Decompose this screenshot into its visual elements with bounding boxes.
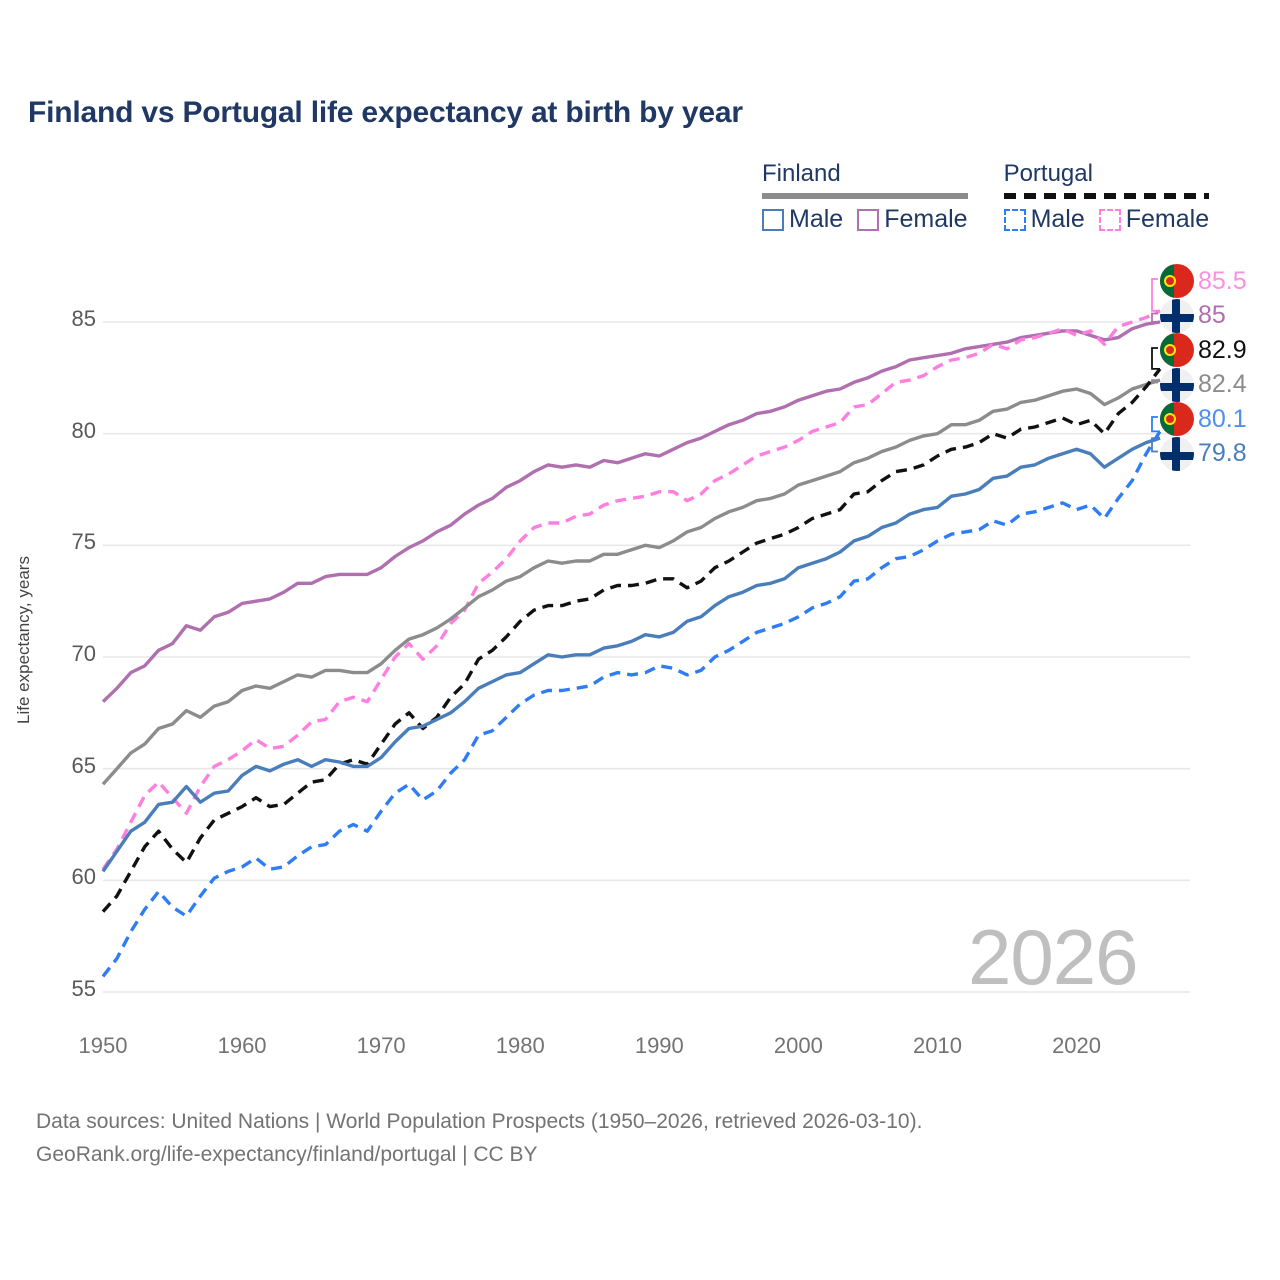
legend-rule-finland <box>762 193 968 199</box>
series-line-finland-male <box>101 436 1161 873</box>
legend-label-finland-female: Female <box>884 205 968 233</box>
x-tick-1960: 1960 <box>217 1033 267 1058</box>
end-label-connector <box>1151 278 1160 312</box>
legend-item-portugal-female[interactable]: Female <box>1098 205 1210 234</box>
legend-swatch-finland-female <box>857 208 880 231</box>
end-label-connector <box>1151 416 1160 433</box>
series-line-portugal-female <box>101 309 1161 871</box>
x-tick-1950: 1950 <box>78 1033 128 1058</box>
legend-swatch-portugal-female <box>1098 208 1121 231</box>
year-watermark: 2026 <box>968 913 1139 1001</box>
x-tick-1970: 1970 <box>356 1033 406 1058</box>
legend-swatch-finland-male <box>762 208 784 231</box>
end-label-connector <box>1151 347 1160 370</box>
end-label-row-fi-5: 79.8 <box>1160 435 1247 473</box>
y-tick-85: 85 <box>71 306 96 331</box>
end-label-value: 85.5 <box>1198 266 1247 295</box>
series-line-portugal-male <box>101 430 1162 978</box>
x-tick-2020: 2020 <box>1052 1033 1102 1058</box>
end-label-connector <box>1151 312 1160 323</box>
page-title: Finland vs Portugal life expectancy at b… <box>28 96 743 129</box>
portugal-flag-icon <box>1160 333 1194 367</box>
finland-flag-icon <box>1160 367 1194 402</box>
y-tick-65: 65 <box>71 752 96 778</box>
series-line-portugal-total <box>101 367 1162 913</box>
legend-country-finland: Finland <box>762 160 841 187</box>
legend-item-finland-female[interactable]: Female <box>857 205 968 234</box>
y-tick-75: 75 <box>71 529 96 555</box>
end-label-value: 85 <box>1198 301 1226 329</box>
legend-group-finland: Finland Male Female <box>762 160 968 234</box>
legend-label-finland-male: Male <box>789 205 844 233</box>
y-tick-80: 80 <box>71 417 96 443</box>
end-label-value: 79.8 <box>1198 439 1247 467</box>
legend-swatch-portugal-male <box>1003 208 1026 231</box>
chart-endlabel-connectors <box>1151 278 1160 453</box>
end-label-connector <box>1151 379 1160 384</box>
x-tick-2010: 2010 <box>912 1033 962 1058</box>
portugal-flag-icon <box>1160 402 1194 436</box>
end-label-value: 82.9 <box>1198 335 1247 364</box>
chart-series-layer <box>101 309 1162 978</box>
finland-flag-icon <box>1160 436 1194 471</box>
end-label-row-pt-2: 82.9 <box>1160 331 1247 369</box>
chart-legend: Finland Male Female Portugal Male <box>762 160 1210 234</box>
y-tick-70: 70 <box>71 641 96 666</box>
series-line-finland-female <box>101 320 1161 703</box>
footer-line-1: Data sources: United Nations | World Pop… <box>36 1110 923 1133</box>
legend-label-portugal-female: Female <box>1125 205 1210 233</box>
end-label-row-fi-3: 82.4 <box>1160 366 1247 404</box>
end-label-connector <box>1151 437 1160 453</box>
end-label-value: 82.4 <box>1198 370 1247 398</box>
end-label-row-pt-0: 85.5 <box>1160 262 1247 300</box>
legend-group-portugal: Portugal Male Female <box>1003 160 1210 234</box>
footer-line-2: GeoRank.org/life-expectancy/finland/port… <box>36 1142 538 1166</box>
portugal-flag-icon <box>1160 264 1194 298</box>
finland-flag-icon <box>1160 298 1194 333</box>
x-tick-1980: 1980 <box>495 1033 545 1058</box>
chart-gridlines <box>103 321 1190 993</box>
series-line-finland-total <box>101 378 1161 786</box>
footer-credits: Data sources: United Nations | World Pop… <box>36 1106 922 1171</box>
legend-label-portugal-male: Male <box>1030 205 1085 233</box>
legend-item-finland-male[interactable]: Male <box>762 205 843 234</box>
y-tick-55: 55 <box>71 976 96 1001</box>
x-tick-2000: 2000 <box>773 1033 823 1058</box>
end-label-value: 80.1 <box>1198 404 1247 433</box>
end-label-row-pt-4: 80.1 <box>1160 400 1247 438</box>
legend-rule-portugal <box>1003 193 1210 199</box>
x-tick-1990: 1990 <box>634 1033 684 1058</box>
end-label-row-fi-1: 85 <box>1160 297 1226 335</box>
y-tick-60: 60 <box>71 864 96 890</box>
legend-country-portugal: Portugal <box>1003 160 1093 187</box>
legend-item-portugal-male[interactable]: Male <box>1003 205 1085 234</box>
y-axis-label: Life expectancy, years <box>14 556 33 724</box>
